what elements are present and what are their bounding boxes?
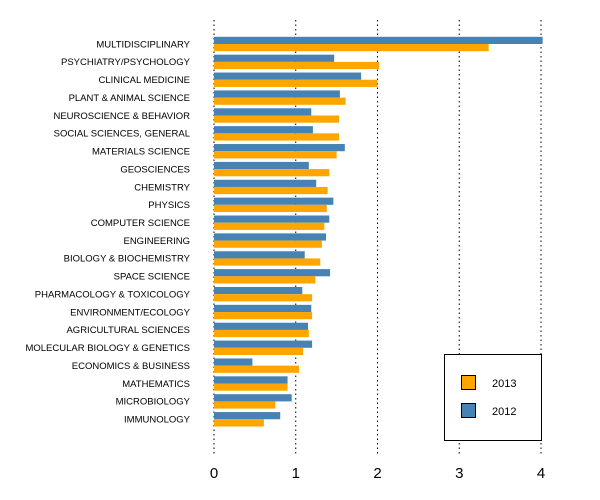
bar-2012-4: [214, 90, 340, 98]
category-labels: MULTIDISCIPLINARY PSYCHIATRY/PSYCHOLOGY CL…: [25, 39, 190, 425]
bar-2012-2: [214, 54, 335, 62]
category-label: PHYSICS: [148, 200, 190, 211]
bar-2013-17: [214, 329, 309, 338]
x-tick-label-4: 4: [537, 465, 545, 482]
category-label: PSYCHIATRY/PSYCHOLOGY: [61, 57, 191, 68]
bar-2013-5: [214, 115, 340, 123]
category-label: CLINICAL MEDICINE: [99, 75, 191, 86]
bar-2013-8: [214, 169, 330, 177]
category-label: PLANT & ANIMAL SCIENCE: [69, 93, 190, 104]
bar-2013-19: [214, 365, 300, 373]
bar-2013-7: [214, 151, 337, 159]
x-tick-label-2: 2: [373, 465, 381, 482]
bar-2012-13: [214, 251, 305, 259]
legend-swatch-2013: [461, 375, 476, 390]
category-label: MATERIALS SCIENCE: [92, 147, 190, 158]
category-label: MICROBIOLOGY: [116, 397, 191, 408]
bar-2012-11: [214, 215, 330, 223]
category-label: BIOLOGY & BIOCHEMISTRY: [64, 254, 191, 265]
bar-2012-12: [214, 233, 326, 241]
category-label: AGRICULTURAL SCIENCES: [66, 325, 190, 336]
x-axis-tick-labels: 0 1 2 3 4: [210, 465, 545, 482]
category-label: GEOSCIENCES: [120, 164, 190, 175]
bar-2012-15: [214, 286, 303, 295]
legend-label-2013: 2013: [492, 378, 516, 390]
bar-2013-6: [214, 133, 340, 141]
bar-2012-3: [214, 72, 362, 80]
bar-2013-20: [214, 383, 288, 391]
bar-2013-11: [214, 222, 325, 230]
bar-2012-7: [214, 144, 345, 152]
bar-2013-1: [214, 44, 489, 52]
bar-2013-4: [214, 97, 346, 105]
bar-2012-8: [214, 161, 309, 170]
bar-2012-1: [214, 36, 543, 44]
bar-2013-10: [214, 204, 327, 213]
bar-2012-16: [214, 304, 312, 313]
bar-2013-9: [214, 186, 328, 195]
x-tick-label-1: 1: [292, 465, 300, 482]
category-label: MATHEMATICS: [122, 379, 190, 390]
category-label: SPACE SCIENCE: [114, 272, 190, 283]
bar-2012-10: [214, 197, 334, 205]
bar-2012-20: [214, 376, 288, 384]
category-label: PHARMACOLOGY & TOXICOLOGY: [35, 289, 191, 300]
bars: [214, 36, 543, 427]
legend-swatch-2012: [461, 403, 476, 418]
legend: 2013 2012: [444, 354, 542, 441]
bar-2013-15: [214, 294, 313, 302]
bar-2013-12: [214, 240, 322, 248]
x-tick-label-3: 3: [455, 465, 463, 482]
x-tick-label-0: 0: [210, 465, 218, 482]
legend-box: [444, 354, 542, 441]
bar-2012-5: [214, 108, 312, 116]
legend-label-2012: 2012: [492, 406, 516, 418]
bar-2012-19: [214, 358, 253, 366]
bar-2013-22: [214, 419, 264, 427]
category-label: MULTIDISCIPLINARY: [96, 39, 190, 50]
category-label: NEUROSCIENCE & BEHAVIOR: [53, 111, 190, 122]
bar-2013-18: [214, 347, 304, 355]
bar-2012-14: [214, 269, 331, 277]
category-label: ENGINEERING: [123, 236, 190, 247]
bar-2013-21: [214, 401, 276, 409]
bar-2013-3: [214, 79, 378, 87]
bar-2013-2: [214, 61, 380, 70]
category-label: IMMUNOLOGY: [124, 415, 191, 426]
bar-2012-22: [214, 412, 281, 420]
bar-2013-13: [214, 258, 321, 266]
bar-2012-21: [214, 394, 292, 402]
category-label: COMPUTER SCIENCE: [91, 218, 190, 229]
bar-2012-18: [214, 340, 313, 348]
bar-2012-9: [214, 179, 317, 187]
bar-2012-6: [214, 126, 313, 134]
category-label: SOCIAL SCIENCES, GENERAL: [54, 129, 190, 140]
bar-2013-14: [214, 276, 316, 284]
bar-2013-16: [214, 312, 313, 320]
category-label: CHEMISTRY: [134, 182, 190, 193]
category-label: ECONOMICS & BUSINESS: [72, 361, 190, 372]
bar-2012-17: [214, 322, 309, 330]
category-label: ENVIRONMENT/ECOLOGY: [70, 307, 190, 318]
category-label: MOLECULAR BIOLOGY & GENETICS: [25, 343, 190, 354]
